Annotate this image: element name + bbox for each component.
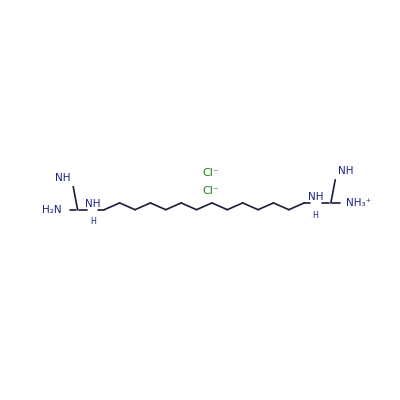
- Text: H₂N: H₂N: [42, 205, 62, 215]
- Text: NH: NH: [85, 199, 100, 209]
- Text: H: H: [312, 211, 318, 220]
- Text: Cl⁻: Cl⁻: [203, 186, 220, 196]
- Text: NH: NH: [308, 192, 324, 202]
- Text: Cl⁻: Cl⁻: [203, 168, 220, 178]
- Text: NH₃⁺: NH₃⁺: [346, 198, 372, 208]
- Text: NH: NH: [338, 166, 354, 176]
- Text: NH: NH: [55, 172, 70, 182]
- Text: H: H: [90, 218, 96, 226]
